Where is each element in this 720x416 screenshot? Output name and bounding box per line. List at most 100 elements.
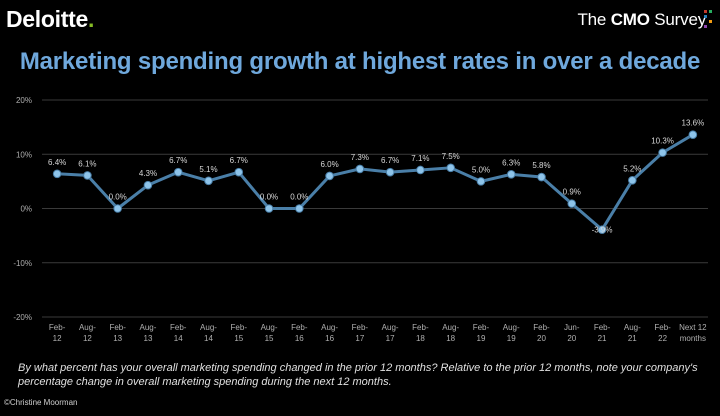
x-tick-label-part: Feb-: [49, 323, 66, 332]
deloitte-logo: Deloitte.: [6, 6, 94, 33]
x-tick-label: Feb- 21: [594, 323, 611, 343]
brand-name: Deloitte: [6, 6, 88, 32]
x-tick-label: Aug- 13: [140, 323, 157, 343]
data-label: 6.7%: [381, 156, 399, 165]
cmo-survey-logo: The CMO Survey: [577, 10, 706, 30]
data-point: [295, 204, 304, 213]
x-tick-label-part: 21: [598, 334, 607, 343]
x-tick-label-part: 19: [477, 334, 486, 343]
x-tick-label-part: 18: [416, 334, 425, 343]
survey-logo-dot: [704, 10, 707, 13]
data-label: 0.0%: [260, 193, 278, 202]
x-tick-label-part: Feb-: [412, 323, 429, 332]
data-point: [113, 204, 122, 213]
data-point: [446, 163, 455, 173]
x-tick-label-part: Next 12: [679, 323, 707, 332]
data-label: 13.6%: [682, 119, 705, 128]
data-label: 5.2%: [623, 164, 641, 173]
data-point: [385, 167, 395, 177]
data-point: [355, 164, 365, 174]
y-tick-label: 0%: [20, 205, 32, 214]
x-tick-label-part: Aug-: [79, 323, 96, 332]
x-tick-label: Jun- 20: [564, 323, 580, 343]
x-tick-label: Aug- 16: [321, 323, 338, 343]
x-tick-label: Aug- 19: [503, 323, 520, 343]
y-tick-label: -20%: [13, 313, 32, 322]
x-tick-label-part: Feb-: [654, 323, 671, 332]
brand-dot: .: [87, 6, 95, 32]
x-tick-label-part: Aug-: [624, 323, 641, 332]
data-point: [264, 204, 274, 213]
x-tick-label-part: Aug-: [261, 323, 278, 332]
x-tick-label-part: 20: [567, 334, 576, 343]
y-tick-label: 20%: [16, 96, 32, 105]
x-tick-label-part: 16: [295, 334, 304, 343]
x-tick-label-part: 16: [325, 334, 334, 343]
data-label: 0.0%: [290, 193, 308, 202]
x-tick-label-part: 17: [386, 334, 395, 343]
x-tick-label-part: Feb-: [291, 323, 308, 332]
data-label: 6.3%: [502, 158, 520, 167]
x-tick-label-part: 17: [355, 334, 364, 343]
y-tick-label: 10%: [16, 150, 32, 159]
data-point: [567, 199, 577, 208]
x-tick-label: Feb- 16: [291, 323, 308, 343]
data-point: [688, 130, 698, 140]
x-tick-label-part: Jun-: [564, 323, 580, 332]
data-label: 5.1%: [199, 165, 217, 174]
x-tick-label: Aug- 12: [79, 323, 96, 343]
x-tick-label-part: 14: [204, 334, 213, 343]
x-tick-label-part: Feb-: [473, 323, 490, 332]
x-tick-label: Aug- 18: [442, 323, 459, 343]
x-tick-label: Feb- 14: [170, 323, 187, 343]
data-point: [658, 148, 667, 157]
data-point: [416, 165, 425, 175]
x-tick-label-part: 12: [53, 334, 62, 343]
x-tick-label: Feb- 20: [533, 323, 550, 343]
x-tick-label: Feb- 13: [109, 323, 126, 343]
x-tick-label-part: 15: [234, 334, 243, 343]
data-label: 6.7%: [169, 156, 187, 165]
data-point: [52, 169, 62, 179]
x-tick-label-part: Feb-: [231, 323, 248, 332]
x-tick-label: Feb- 17: [352, 323, 369, 343]
x-tick-label: Feb- 22: [654, 323, 671, 343]
x-tick-label-part: Feb-: [170, 323, 187, 332]
x-tick-label-part: Feb-: [533, 323, 550, 332]
x-tick-label: Aug- 15: [261, 323, 278, 343]
x-tick-label-part: Aug-: [200, 323, 217, 332]
data-label: 7.3%: [351, 153, 369, 162]
data-point: [325, 171, 334, 181]
x-tick-label-part: 13: [113, 334, 122, 343]
data-point: [143, 180, 153, 190]
x-tick-label-part: Aug-: [382, 323, 399, 332]
x-tick-label: Next 12 months: [679, 323, 707, 343]
data-point: [173, 167, 183, 177]
x-tick-label-part: 12: [83, 334, 92, 343]
data-label: -3.9%: [592, 226, 613, 235]
chart-title: Marketing spending growth at highest rat…: [19, 48, 701, 75]
x-tick-label-part: Aug-: [321, 323, 338, 332]
data-point: [204, 176, 213, 186]
x-tick-label-part: Feb-: [594, 323, 611, 332]
data-point: [506, 170, 516, 179]
x-tick-label-part: 18: [446, 334, 455, 343]
survey-logo-dot: [709, 10, 712, 13]
data-label: 6.7%: [230, 156, 248, 165]
x-tick-label-part: 21: [628, 334, 637, 343]
data-point: [537, 172, 546, 182]
x-tick-label-part: Feb-: [352, 323, 369, 332]
x-tick-label-part: 19: [507, 334, 516, 343]
x-tick-label-part: Aug-: [140, 323, 157, 332]
survey-logo-dots: [704, 10, 714, 30]
data-label: 7.5%: [442, 152, 460, 161]
x-tick-label: Feb- 18: [412, 323, 429, 343]
survey-the: The: [577, 10, 611, 29]
x-tick-label: Feb- 15: [231, 323, 248, 343]
x-tick-label-part: 20: [537, 334, 546, 343]
x-tick-label-part: Feb-: [109, 323, 126, 332]
data-label: 6.0%: [320, 160, 338, 169]
x-tick-label: Feb- 19: [473, 323, 490, 343]
data-label: 7.1%: [411, 154, 429, 163]
x-tick-label: Aug- 21: [624, 323, 641, 343]
